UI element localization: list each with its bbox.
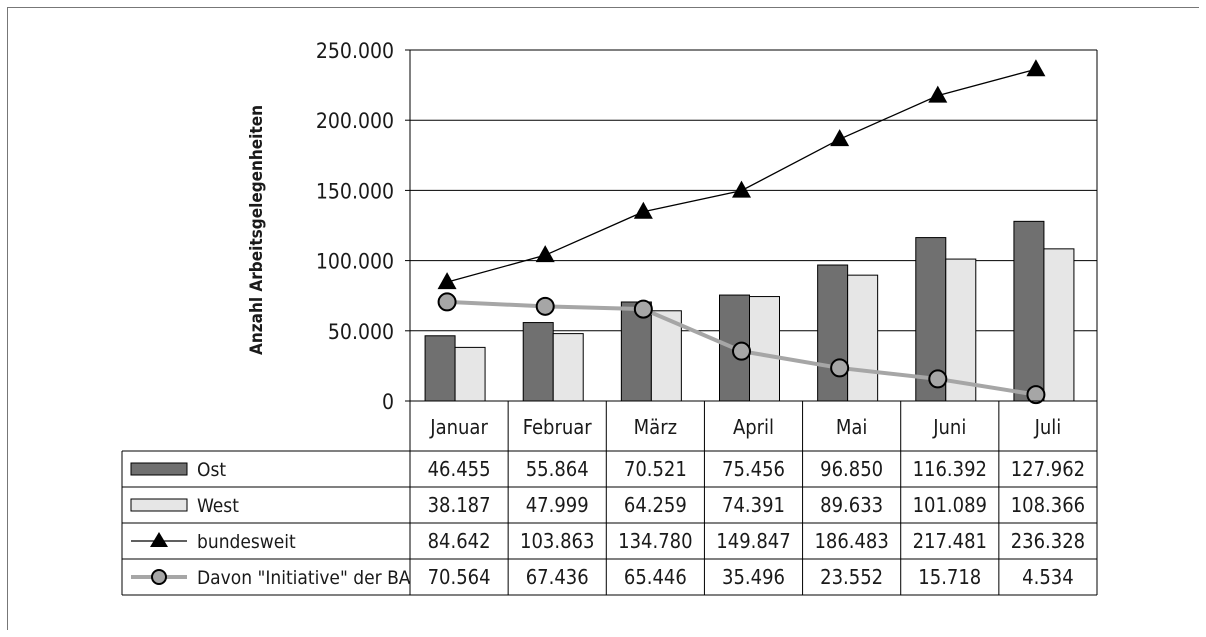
y-axis-label: Anzahl Arbeitsgelegenheiten <box>247 105 267 355</box>
point-bundesweit <box>732 180 751 198</box>
y-tick-label: 50.000 <box>328 320 394 344</box>
legend-key-bundesweit-marker <box>150 532 168 547</box>
bar-west <box>552 333 584 402</box>
legend-label: Davon "Initiative" der BA <box>197 567 411 589</box>
y-tick-label: 150.000 <box>316 179 394 203</box>
legend-label: West <box>197 495 239 517</box>
y-tick-label: 0 <box>382 390 394 414</box>
y-tick-label: 250.000 <box>316 39 394 63</box>
bar-west <box>454 346 486 402</box>
table-value: 89.633 <box>820 493 883 517</box>
category-label: Juni <box>932 415 966 439</box>
category-label: April <box>733 415 774 439</box>
bar-ost <box>1013 220 1045 402</box>
legend-key-ost <box>130 462 188 476</box>
point-initiative <box>633 299 653 319</box>
table-value: 134.780 <box>618 529 692 553</box>
legend-key-initiative-marker <box>151 569 167 585</box>
table-value: 70.564 <box>428 565 491 589</box>
table-value: 15.718 <box>918 565 981 589</box>
table-value: 116.392 <box>913 457 987 481</box>
plot-area: 0 50.000 100.000 150.000 200.000 250.000 <box>316 39 1098 414</box>
point-bundesweit <box>535 245 555 263</box>
point-bundesweit <box>1026 59 1046 77</box>
legend-key-west <box>130 498 188 512</box>
category-label: Mai <box>836 415 868 439</box>
table-value: 217.481 <box>913 529 987 553</box>
point-initiative <box>928 369 948 389</box>
point-bundesweit <box>437 272 457 290</box>
legend-label: Ost <box>197 459 226 481</box>
point-bundesweit <box>830 129 850 147</box>
table-value: 70.521 <box>624 457 687 481</box>
category-label: Februar <box>523 415 593 439</box>
bar-west <box>749 296 780 402</box>
y-tick-label: 100.000 <box>316 250 394 274</box>
point-bundesweit <box>928 85 948 103</box>
category-label: März <box>634 415 677 439</box>
category-label: Januar <box>429 415 488 439</box>
bar-west <box>1043 248 1075 402</box>
table-value: 103.863 <box>520 529 594 553</box>
bar-ost <box>817 264 849 402</box>
table-value: 35.496 <box>722 565 785 589</box>
data-table: Januar Februar März April Mai Juni Juli Ost 46.4… <box>121 400 1098 596</box>
table-value: 65.446 <box>624 565 687 589</box>
table-value: 64.259 <box>624 493 687 517</box>
table-value: 96.850 <box>820 457 883 481</box>
table-value: 67.436 <box>526 565 589 589</box>
bar-west <box>650 310 682 402</box>
bar-ost <box>620 301 652 402</box>
y-tick-label: 200.000 <box>316 109 394 133</box>
table-value: 108.366 <box>1011 493 1085 517</box>
table-value: 75.456 <box>722 457 785 481</box>
point-bundesweit <box>633 201 653 219</box>
table-value: 186.483 <box>814 529 888 553</box>
bar-ost <box>424 335 456 402</box>
category-label: Juli <box>1034 415 1062 439</box>
bar-west <box>847 274 879 402</box>
table-value: 38.187 <box>428 493 491 517</box>
table-value: 127.962 <box>1011 457 1085 481</box>
point-initiative <box>1026 385 1046 405</box>
figure-frame <box>7 7 1199 630</box>
table-value: 74.391 <box>722 493 785 517</box>
table-value: 4.534 <box>1022 565 1074 589</box>
point-initiative <box>830 358 850 378</box>
point-initiative <box>732 341 751 361</box>
table-value: 101.089 <box>913 493 987 517</box>
table-value: 236.328 <box>1011 529 1085 553</box>
point-initiative <box>535 296 555 316</box>
line-bundesweit <box>446 68 1037 283</box>
table-value: 55.864 <box>526 457 589 481</box>
table-value: 149.847 <box>716 529 790 553</box>
table-value: 47.999 <box>526 493 589 517</box>
table-value: 46.455 <box>428 457 491 481</box>
point-initiative <box>437 292 457 312</box>
table-value: 84.642 <box>428 529 491 553</box>
table-value: 23.552 <box>820 565 883 589</box>
bar-west <box>945 258 977 402</box>
legend-label: bundesweit <box>197 531 296 553</box>
bar-ost <box>522 322 554 402</box>
